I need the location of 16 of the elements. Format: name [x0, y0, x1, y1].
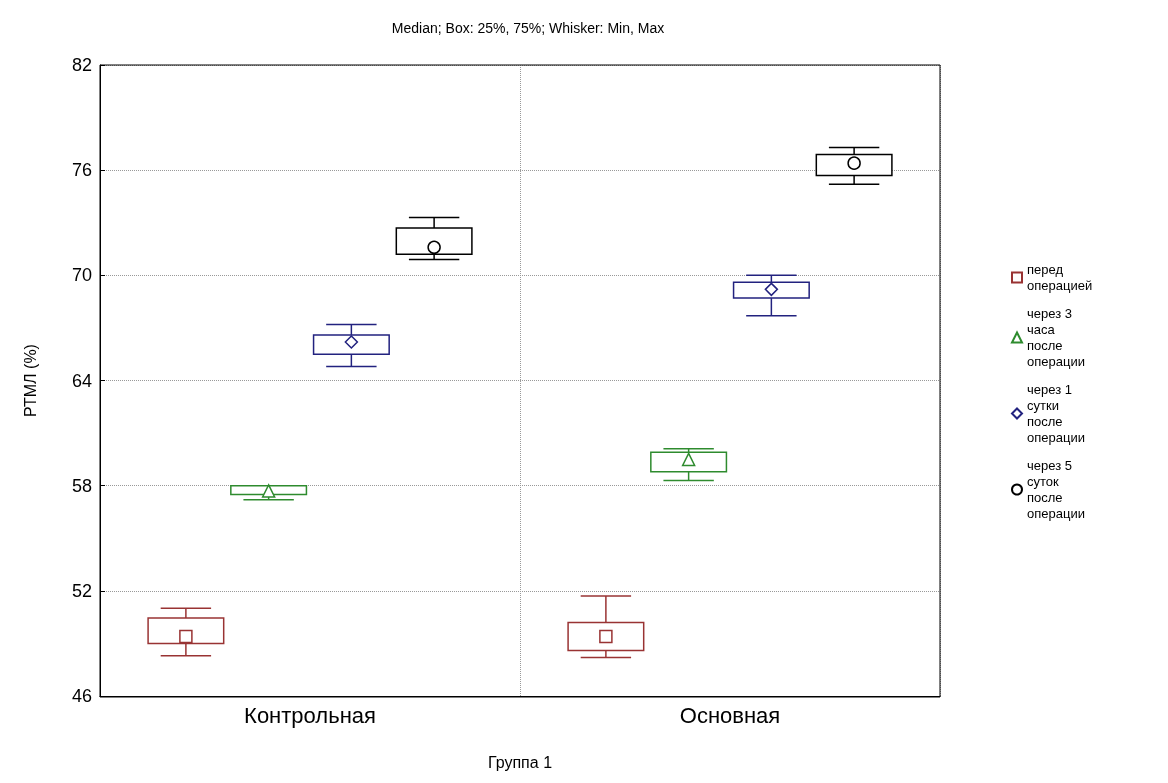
x-tick-label: Контрольная [244, 702, 376, 728]
y-tick-label: 52 [71, 580, 92, 601]
y-tick-label: 70 [71, 265, 92, 286]
y-tick-label: 64 [71, 370, 92, 391]
legend-label: через 1 сутки после операции [1027, 382, 1085, 445]
chart-title: Median; Box: 25%, 75%; Whisker: Min, Max [391, 20, 665, 36]
y-axis-title: РТМЛ (%) [21, 344, 39, 417]
legend-label: через 5 суток после операции [1027, 458, 1085, 521]
y-tick-label: 46 [71, 686, 92, 706]
x-axis-title: Группа 1 [487, 753, 553, 771]
legend-label: перед операцией [1027, 262, 1093, 293]
x-tick-label: Основная [679, 702, 781, 728]
y-tick-label: 76 [71, 160, 92, 181]
y-tick-label: 82 [71, 55, 92, 75]
legend-label: через 3 часа после операции [1027, 306, 1085, 369]
y-tick-label: 58 [71, 475, 92, 496]
